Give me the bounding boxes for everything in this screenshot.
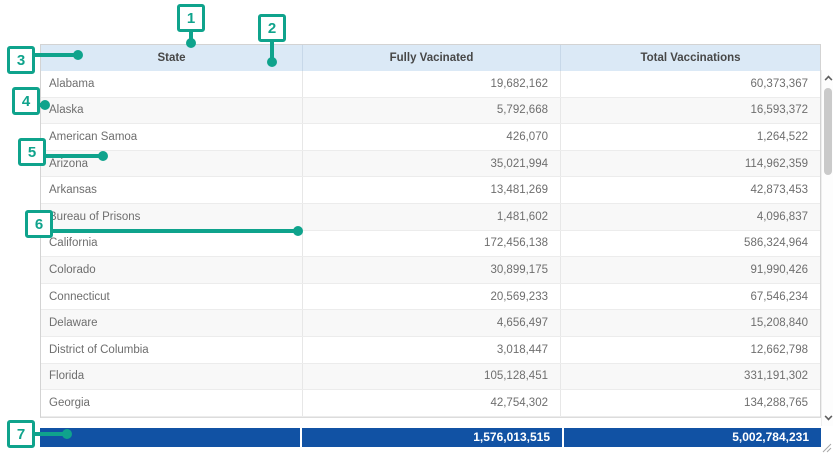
- cell-fully-vaccinated: 3,018,447: [303, 336, 561, 363]
- cell-state: Florida: [41, 363, 303, 390]
- table-row[interactable]: District of Columbia 3,018,447 12,662,798: [41, 336, 820, 364]
- cell-fully-vaccinated: 13,481,269: [303, 177, 561, 203]
- cell-fully-vaccinated: 1,481,602: [303, 203, 561, 230]
- list-table: State Fully Vacinated Total Vaccinations…: [40, 44, 821, 447]
- cell-fully-vaccinated: 42,754,302: [303, 390, 561, 416]
- cell-total-vaccinations: 12,662,798: [750, 343, 808, 356]
- callout-1-dot: [186, 38, 196, 48]
- table-row[interactable]: California 172,456,138 586,324,964: [41, 230, 820, 258]
- vertical-scrollbar[interactable]: [821, 70, 833, 426]
- table-row[interactable]: Alabama 19,682,162 60,373,367: [41, 71, 820, 98]
- table-row[interactable]: Arkansas 13,481,269 42,873,453: [41, 177, 820, 204]
- table-body: Alabama 19,682,162 60,373,367 Alaska 5,792,6…: [41, 71, 820, 417]
- callout-3-marker: 3: [7, 46, 35, 74]
- cell-fully-vaccinated: 105,128,451: [303, 363, 561, 390]
- callout-5-line: [46, 154, 102, 158]
- table-row[interactable]: Bureau of Prisons 1,481,602 4,096,837: [41, 203, 820, 231]
- table-row[interactable]: Arizona 35,021,994 114,962,359: [41, 150, 820, 178]
- resize-grip-icon[interactable]: [822, 440, 832, 453]
- cell-total-vaccinations: 91,990,426: [750, 263, 808, 276]
- cell-state: District of Columbia: [41, 336, 303, 363]
- cell-state: Georgia: [41, 390, 303, 416]
- cell-total-vaccinations: 60,373,367: [750, 77, 808, 90]
- cell-fully-vaccinated: 172,456,138: [303, 230, 561, 257]
- callout-6-line: [53, 229, 297, 233]
- cell-state: Arizona: [41, 150, 303, 177]
- cell-fully-vaccinated: 19,682,162: [303, 71, 561, 97]
- totals-cell-state: [40, 427, 300, 447]
- cell-total-vaccinations: 15,208,840: [750, 317, 808, 330]
- cell-state: Connecticut: [41, 283, 303, 310]
- partial-row-strip: [40, 417, 821, 428]
- callout-5-dot: [98, 151, 108, 161]
- callout-4-marker: 4: [12, 87, 40, 115]
- column-header-state[interactable]: State: [41, 45, 303, 71]
- callout-1-marker: 1: [177, 4, 205, 32]
- cell-fully-vaccinated: 20,569,233: [303, 283, 561, 310]
- cell-total-vaccinations: 134,288,765: [744, 396, 808, 409]
- cell-total-vaccinations: 42,873,453: [750, 184, 808, 197]
- cell-state: Delaware: [41, 310, 303, 336]
- table-row[interactable]: Alaska 5,792,668 16,593,372: [41, 97, 820, 125]
- totals-cell-total-vaccinations: 5,002,784,231: [564, 427, 821, 447]
- cell-state: Bureau of Prisons: [41, 203, 303, 230]
- table-header-row: State Fully Vacinated Total Vaccinations: [41, 45, 820, 71]
- table-row[interactable]: Georgia 42,754,302 134,288,765: [41, 390, 820, 417]
- cell-state: California: [41, 230, 303, 257]
- table-row[interactable]: Delaware 4,656,497 15,208,840: [41, 310, 820, 337]
- cell-total-vaccinations: 1,264,522: [756, 130, 808, 143]
- callout-5-marker: 5: [18, 138, 46, 166]
- table-grid: State Fully Vacinated Total Vaccinations…: [40, 44, 821, 418]
- cell-fully-vaccinated: 426,070: [303, 124, 561, 150]
- cell-total-vaccinations: 114,962,359: [744, 157, 808, 170]
- callout-2-dot: [267, 57, 277, 67]
- callout-7-marker: 7: [7, 420, 35, 448]
- cell-state: Alabama: [41, 71, 303, 97]
- table-row[interactable]: Connecticut 20,569,233 67,546,234: [41, 283, 820, 311]
- callout-7-dot: [62, 429, 72, 439]
- callout-4-dot: [40, 100, 50, 110]
- callout-6-marker: 6: [25, 210, 53, 238]
- cell-total-vaccinations: 67,546,234: [750, 290, 808, 303]
- cell-state: Arkansas: [41, 177, 303, 203]
- cell-fully-vaccinated: 5,792,668: [303, 97, 561, 124]
- table-row[interactable]: Colorado 30,899,175 91,990,426: [41, 257, 820, 284]
- cell-state: Alaska: [41, 97, 303, 124]
- scrollbar-thumb[interactable]: [824, 88, 832, 175]
- callout-7-line: [35, 432, 66, 436]
- cell-total-vaccinations: 586,324,964: [744, 237, 808, 250]
- callout-6-dot: [293, 226, 303, 236]
- column-header-fully-vaccinated[interactable]: Fully Vacinated: [303, 45, 561, 71]
- cell-state: American Samoa: [41, 124, 303, 150]
- totals-cell-fully-vaccinated: 1,576,013,515: [302, 427, 562, 447]
- cell-total-vaccinations: 4,096,837: [756, 210, 808, 223]
- table-row[interactable]: Florida 105,128,451 331,191,302: [41, 363, 820, 391]
- cell-state: Colorado: [41, 257, 303, 283]
- cell-fully-vaccinated: 4,656,497: [303, 310, 561, 336]
- column-header-total-vaccinations[interactable]: Total Vaccinations: [640, 52, 741, 64]
- callout-3-dot: [73, 50, 83, 60]
- scroll-down-icon[interactable]: [824, 412, 833, 422]
- totals-row: 1,576,013,515 5,002,784,231: [40, 427, 821, 447]
- callout-3-line: [35, 53, 78, 57]
- callout-2-marker: 2: [258, 14, 286, 42]
- cell-total-vaccinations: 16,593,372: [750, 104, 808, 117]
- callout-2-line: [270, 42, 274, 62]
- scroll-up-icon[interactable]: [824, 74, 833, 84]
- cell-fully-vaccinated: 35,021,994: [303, 150, 561, 177]
- cell-total-vaccinations: 331,191,302: [744, 370, 808, 383]
- cell-fully-vaccinated: 30,899,175: [303, 257, 561, 283]
- table-row[interactable]: American Samoa 426,070 1,264,522: [41, 124, 820, 151]
